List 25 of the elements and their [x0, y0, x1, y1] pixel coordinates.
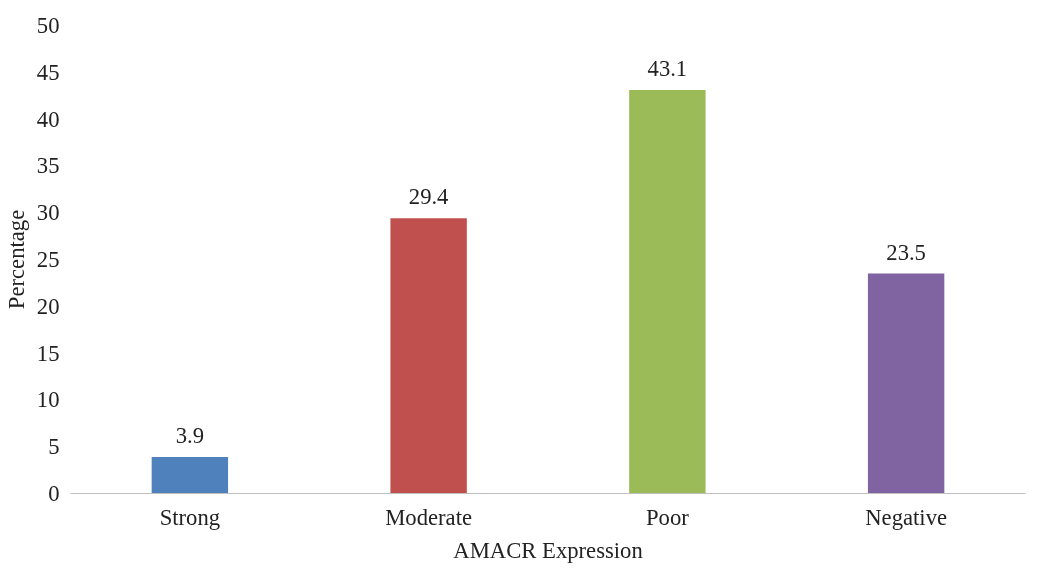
- data-label: 23.5: [886, 239, 926, 265]
- x-tick-label: Negative: [865, 504, 948, 530]
- bar: [390, 218, 467, 494]
- y-tick-label: 25: [36, 247, 60, 272]
- x-axis-title: AMACR Expression: [453, 537, 643, 563]
- data-label: 3.9: [175, 423, 205, 448]
- bar: [151, 457, 229, 494]
- data-label: 43.1: [647, 56, 688, 82]
- y-tick-label: 30: [36, 200, 60, 226]
- y-axis-title: Percentage: [3, 209, 29, 310]
- x-tick-label: Moderate: [385, 504, 473, 530]
- y-tick-label: 50: [36, 13, 60, 38]
- y-tick-label: 10: [36, 387, 60, 413]
- x-tick-label: Poor: [645, 504, 690, 530]
- x-tick-label: Strong: [159, 504, 221, 530]
- y-tick-label: 35: [36, 153, 60, 179]
- y-tick-label: 45: [36, 59, 60, 85]
- bar: [867, 273, 945, 494]
- y-tick-label: 15: [36, 340, 60, 366]
- y-tick-label: 5: [48, 434, 60, 460]
- bar: [629, 90, 706, 494]
- y-tick-label: 40: [36, 106, 60, 132]
- y-tick-label: 0: [48, 481, 60, 506]
- data-label: 29.4: [408, 184, 449, 210]
- y-tick-label: 20: [36, 293, 60, 319]
